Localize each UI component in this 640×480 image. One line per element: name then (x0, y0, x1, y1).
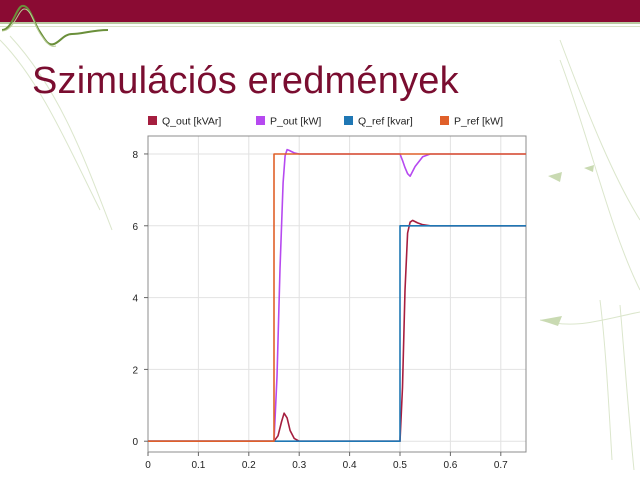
simulation-chart: 0 0.1 0.2 0.3 0.4 0.5 0.6 0.7 0 2 4 6 8 Q_out [kVAr]… (132, 116, 527, 471)
chart-series (148, 148, 526, 443)
legend-swatch-1 (256, 116, 265, 125)
x-tick-label-2: 0.2 (242, 460, 256, 471)
series-line-p-ref (148, 153, 526, 443)
header-divider-thin (0, 26, 640, 27)
plot-area-frame (147, 135, 527, 453)
series-line-p-out (148, 148, 526, 443)
legend-swatch-2 (344, 116, 353, 125)
slide-title: Szimulációs eredmények (32, 60, 459, 102)
x-tick-label-4: 0.4 (343, 460, 357, 471)
y-tick-label-0: 0 (132, 437, 138, 448)
legend-label-3: P_ref [kW] (454, 116, 503, 128)
chart-legend: Q_out [kVAr] P_out [kW] Q_ref [kvar] P_ref … (148, 116, 503, 128)
y-tick-label-1: 2 (132, 365, 138, 376)
legend-swatch-3 (440, 116, 449, 125)
chart-ticks: 0 0.1 0.2 0.3 0.4 0.5 0.6 0.7 0 2 4 6 8 (132, 150, 508, 471)
chart-grid (147, 136, 526, 452)
x-tick-label-6: 0.6 (443, 460, 457, 471)
legend-label-1: P_out [kW] (270, 116, 321, 128)
x-tick-label-3: 0.3 (292, 460, 306, 471)
waveform-logo-icon (1, 4, 109, 47)
y-tick-label-4: 8 (132, 150, 138, 161)
y-tick-label-3: 6 (132, 222, 138, 233)
x-tick-label-1: 0.1 (191, 460, 205, 471)
x-tick-label-5: 0.5 (393, 460, 407, 471)
series-line-q-out (148, 219, 526, 443)
x-tick-label-0: 0 (145, 460, 151, 471)
series-line-q-ref (148, 225, 526, 443)
legend-label-0: Q_out [kVAr] (162, 116, 221, 128)
x-tick-label-7: 0.7 (494, 460, 508, 471)
legend-label-2: Q_ref [kvar] (358, 116, 413, 128)
y-tick-label-2: 4 (132, 294, 138, 305)
header-divider (0, 22, 640, 24)
header-bar (0, 0, 640, 22)
legend-swatch-0 (148, 116, 157, 125)
